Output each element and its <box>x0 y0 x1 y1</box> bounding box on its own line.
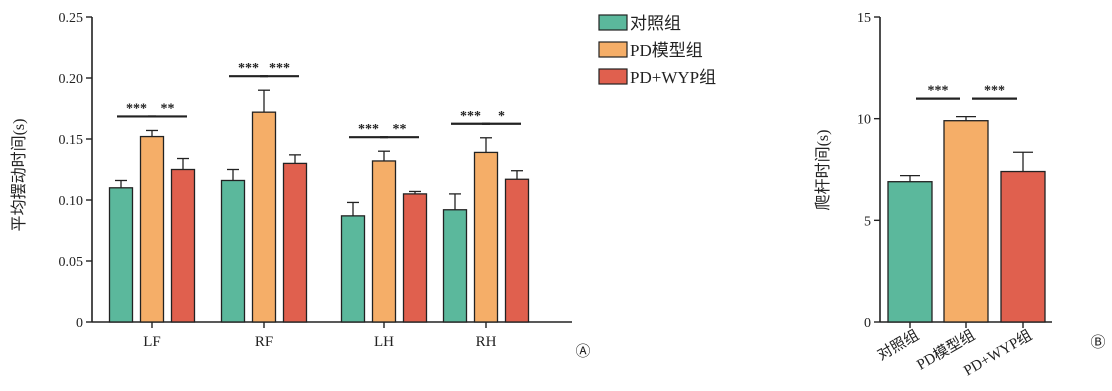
panel-a-ytick-label: 0.25 <box>59 11 84 26</box>
bar <box>442 209 468 323</box>
significance-label: *** <box>269 61 290 76</box>
panel-b-ylabel: 爬杆时间(s) <box>814 130 832 211</box>
bar <box>473 151 499 323</box>
significance-label: ** <box>161 101 175 116</box>
significance-label: ** <box>393 122 407 137</box>
panel-b-ytick-label: 15 <box>857 11 871 26</box>
panel-a-category-label: LH <box>374 334 394 350</box>
panel-a-chart: 平均摆动时间(s) Ⓐ 0 0.05 0.10 0.15 0.20 0.25 LF RF LH R… <box>10 11 591 360</box>
panel-a-ytick-label: 0.10 <box>59 194 84 209</box>
panel-a-ytick-label: 0.15 <box>59 133 84 148</box>
significance-label: *** <box>238 61 259 76</box>
legend-label-wyp: PD+WYP组 <box>630 68 716 87</box>
panel-a-ytick-label: 0.20 <box>59 72 84 87</box>
panel-b-ytick-label: 10 <box>857 113 871 128</box>
legend-label-model: PD模型组 <box>630 41 703 60</box>
legend-label-control: 对照组 <box>630 14 681 33</box>
bar <box>887 181 933 323</box>
bar <box>170 168 196 323</box>
bar <box>340 215 366 323</box>
bar <box>402 193 428 323</box>
legend-swatch-wyp <box>598 68 628 85</box>
panel-a-ylabel: 平均摆动时间(s) <box>10 119 28 232</box>
bar <box>251 111 277 323</box>
panel-a-category-label: RH <box>476 334 497 350</box>
panel-a-category-label: LF <box>143 334 161 350</box>
panel-b-ytick-label: 5 <box>864 214 871 229</box>
significance-label: * <box>498 109 505 124</box>
bar <box>282 162 308 323</box>
legend-swatch-model <box>598 41 628 58</box>
significance-label: *** <box>928 84 949 99</box>
legend-swatch-control <box>598 14 628 31</box>
legend: 对照组 PD模型组 PD+WYP组 <box>598 14 716 87</box>
bar <box>504 178 530 323</box>
panel-b-label: Ⓑ <box>1090 334 1105 351</box>
panel-a-ytick-label: 0 <box>76 316 83 331</box>
panel-a-ytick-label: 0.05 <box>59 255 84 270</box>
significance-label: *** <box>460 109 481 124</box>
panel-b-ytick-label: 0 <box>864 316 871 331</box>
panel-a-label: Ⓐ <box>575 343 590 360</box>
bar <box>1000 170 1046 323</box>
bar <box>943 120 989 323</box>
significance-label: *** <box>126 101 147 116</box>
bar <box>139 135 165 323</box>
bar <box>108 187 134 323</box>
bar <box>371 160 397 323</box>
significance-label: *** <box>358 122 379 137</box>
bar <box>220 179 246 323</box>
panel-a-category-label: RF <box>255 334 273 350</box>
significance-label: *** <box>984 84 1005 99</box>
